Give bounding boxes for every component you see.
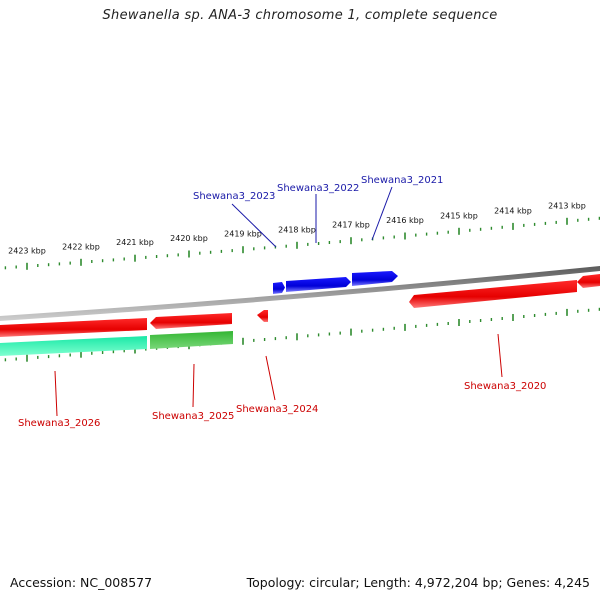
lower-tick-row — [4, 307, 600, 362]
gene-Shewana3_2021[interactable] — [352, 271, 398, 286]
svg-text:Shewana3_2021: Shewana3_2021 — [361, 175, 443, 186]
svg-text:Shewana3_2020: Shewana3_2020 — [464, 381, 546, 392]
label-Shewana3_2025[interactable]: Shewana3_2025 — [152, 363, 234, 422]
label-Shewana3_2023[interactable]: Shewana3_2023 — [193, 191, 277, 248]
scale-label: 2415 kbp — [440, 211, 478, 220]
accession-text: Accession: NC_008577 — [10, 575, 153, 590]
chromosome-backbone — [0, 266, 600, 321]
label-Shewana3_2026[interactable]: Shewana3_2026 — [18, 370, 100, 429]
scale-label: 2421 kbp — [116, 238, 154, 247]
map-title: Shewanella sp. ANA-3 chromosome 1, compl… — [102, 8, 498, 23]
scale-label: 2423 kbp — [8, 246, 46, 255]
scale-label: 2418 kbp — [278, 225, 316, 234]
upper-tick-row — [4, 216, 600, 270]
scale-label: 2416 kbp — [386, 216, 424, 225]
gene-Shewana3_2025[interactable] — [150, 313, 232, 329]
scale-label: 2420 kbp — [170, 234, 208, 243]
scale-label: 2413 kbp — [548, 201, 586, 210]
gene-Shewana3_2026[interactable] — [0, 318, 147, 337]
gene-Shewana3_2023[interactable] — [273, 282, 285, 294]
gene-Shewana3_2025-rna[interactable] — [150, 331, 233, 349]
label-Shewana3_2024[interactable]: Shewana3_2024 — [236, 355, 318, 415]
scale-label: 2417 kbp — [332, 221, 370, 230]
label-Shewana3_2020[interactable]: Shewana3_2020 — [464, 333, 546, 392]
gene-Shewana3_2026-rna[interactable] — [0, 336, 147, 356]
svg-text:Shewana3_2023: Shewana3_2023 — [193, 191, 275, 202]
label-Shewana3_2021[interactable]: Shewana3_2021 — [361, 175, 443, 241]
scale-label: 2419 kbp — [224, 230, 262, 239]
scale-label: 2414 kbp — [494, 206, 532, 215]
svg-text:Shewana3_2024: Shewana3_2024 — [236, 404, 318, 415]
scale-label: 2422 kbp — [62, 242, 100, 251]
gene-Shewana3_2024[interactable] — [257, 310, 268, 322]
scale-labels: 2423 kbp 2422 kbp 2421 kbp 2420 kbp 2419 kbp… — [8, 201, 586, 255]
gene-Shewana3_2022[interactable] — [286, 277, 351, 292]
label-Shewana3_2022[interactable]: Shewana3_2022 — [277, 183, 359, 243]
svg-text:Shewana3_2022: Shewana3_2022 — [277, 183, 359, 194]
topology-text: Topology: circular; Length: 4,972,204 bp… — [246, 575, 590, 590]
svg-text:Shewana3_2026: Shewana3_2026 — [18, 418, 100, 429]
gene-Shewana3_2020[interactable] — [409, 280, 577, 308]
gene-next-reverse[interactable] — [577, 274, 600, 288]
svg-text:Shewana3_2025: Shewana3_2025 — [152, 411, 234, 422]
